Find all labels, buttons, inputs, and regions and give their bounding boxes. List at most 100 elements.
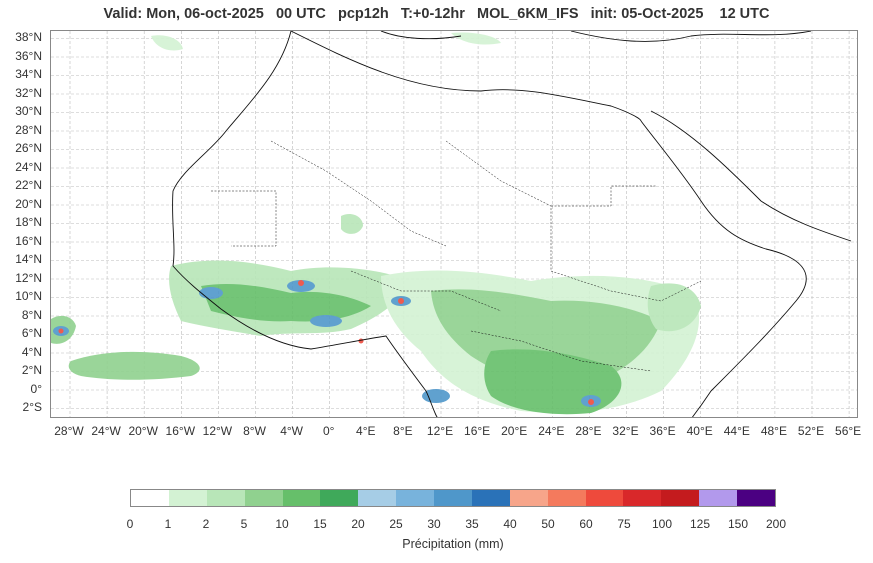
border-6 xyxy=(350,270,502,312)
longitude-label: 8°W xyxy=(243,424,266,438)
latitude-label: 16°N xyxy=(15,233,42,248)
colorbar-tick: 1 xyxy=(164,517,172,531)
latitude-label: 32°N xyxy=(15,85,42,100)
colorbar-swatch xyxy=(320,490,359,506)
latitude-label: 12°N xyxy=(15,270,42,285)
longitude-label: 8°E xyxy=(393,424,413,438)
colorbar-tick: 0 xyxy=(126,517,134,531)
borders xyxy=(211,140,702,372)
precip-west-africa-inner xyxy=(201,283,371,322)
latitude-label: 30°N xyxy=(15,104,42,118)
colorbar-swatch xyxy=(244,490,283,506)
longitude-label: 56°E xyxy=(835,424,862,438)
longitude-label: 48°E xyxy=(760,424,787,438)
precipitation-map xyxy=(50,30,858,418)
coastline-africa-west xyxy=(172,31,438,417)
precip-med xyxy=(151,35,183,51)
latitude-label: 8°N xyxy=(21,307,42,322)
latitude-label: 4°N xyxy=(21,344,42,359)
longitude-label: 16°E xyxy=(464,424,491,438)
colorbar-swatch xyxy=(471,490,510,506)
longitude-label: 28°W xyxy=(54,424,84,438)
colorbar-swatch xyxy=(547,490,586,506)
colorbar-tick: 40 xyxy=(503,517,517,531)
longitude-label: 52°E xyxy=(797,424,825,438)
colorbar-tick: 35 xyxy=(465,517,479,531)
longitude-label: 36°E xyxy=(649,424,676,438)
colorbar-tick: 30 xyxy=(427,517,441,531)
colorbar-swatch xyxy=(509,490,548,506)
colorbar-tick: 60 xyxy=(579,517,593,531)
colorbar-swatch xyxy=(434,490,472,506)
border-5 xyxy=(550,270,702,302)
coastlines xyxy=(172,31,852,417)
colorbar-swatch xyxy=(737,490,775,506)
latitude-label: 14°N xyxy=(15,252,42,266)
colorbar-swatch xyxy=(699,490,737,506)
heavy-cell-7 xyxy=(422,389,450,403)
extreme-cell-3 xyxy=(588,399,594,405)
precip-ethiopia xyxy=(647,283,701,332)
latitude-label: 26°N xyxy=(15,141,42,155)
extreme-cell-2 xyxy=(398,298,404,304)
colorbar-tick: 15 xyxy=(313,517,327,531)
colorbar-tick: 50 xyxy=(541,517,555,531)
longitude-label: 44°E xyxy=(723,424,750,438)
border-3 xyxy=(445,140,552,271)
border-7 xyxy=(470,330,652,372)
colorbar-swatch xyxy=(282,490,321,506)
coastline-arabia xyxy=(650,110,852,242)
heavy-cell-3 xyxy=(310,315,342,327)
extreme-cell-1 xyxy=(298,280,304,286)
colorbar xyxy=(130,489,776,507)
longitude-label: 20°E xyxy=(501,424,528,438)
latitude-label: 24°N xyxy=(15,159,42,174)
latitude-label: 38°N xyxy=(15,30,42,44)
latitude-label: 36°N xyxy=(15,48,42,63)
coastline-med xyxy=(290,31,642,122)
longitude-label: 0° xyxy=(322,424,335,438)
colorbar-tick: 20 xyxy=(351,517,365,531)
colorbar-swatch xyxy=(623,490,662,506)
colorbar-swatch xyxy=(585,490,624,506)
precip-fields xyxy=(51,32,701,415)
precip-gulf-band xyxy=(68,351,200,380)
latitude-label: 2°S xyxy=(22,400,42,414)
latitude-label: 22°N xyxy=(15,178,42,192)
latitude-label: 34°N xyxy=(15,67,42,81)
colorbar-tick: 150 xyxy=(727,517,749,531)
longitude-label: 4°E xyxy=(356,424,376,438)
longitude-label: 32°E xyxy=(612,424,639,438)
colorbar-tick: 2 xyxy=(202,517,210,531)
heavy-cell-1 xyxy=(199,287,223,299)
border-4 xyxy=(551,185,656,207)
longitude-label: 24°W xyxy=(91,424,121,438)
extreme-cell-5 xyxy=(358,338,364,344)
extreme-cells xyxy=(58,280,594,405)
latitude-label: 6°N xyxy=(21,326,42,340)
colorbar-tick: 100 xyxy=(651,517,673,531)
longitude-label: 20°W xyxy=(128,424,158,438)
longitude-label: 40°E xyxy=(686,424,713,438)
longitude-label: 4°W xyxy=(280,424,303,438)
latitude-label: 10°N xyxy=(15,289,42,303)
colorbar-tick: 5 xyxy=(240,517,248,531)
coastline-europe xyxy=(380,31,812,42)
latitude-label: 18°N xyxy=(15,215,42,229)
longitude-label: 12°W xyxy=(202,424,233,438)
colorbar-swatch xyxy=(206,490,245,506)
colorbar-tick: 200 xyxy=(765,517,787,531)
colorbar-label: Précipitation (mm) xyxy=(402,537,504,551)
longitude-label: 12°E xyxy=(426,424,454,438)
border-2 xyxy=(211,190,277,247)
colorbar-tick: 25 xyxy=(389,517,403,531)
precip-med2 xyxy=(451,32,501,45)
longitude-label: 28°E xyxy=(575,424,602,438)
colorbar-swatch xyxy=(358,490,397,506)
colorbar-swatch xyxy=(661,490,700,506)
colorbar-swatch xyxy=(168,490,207,506)
colorbar-tick: 75 xyxy=(617,517,631,531)
colorbar-swatch xyxy=(131,490,169,506)
longitude-label: 24°E xyxy=(538,424,565,438)
latitude-label: 0° xyxy=(30,381,42,396)
